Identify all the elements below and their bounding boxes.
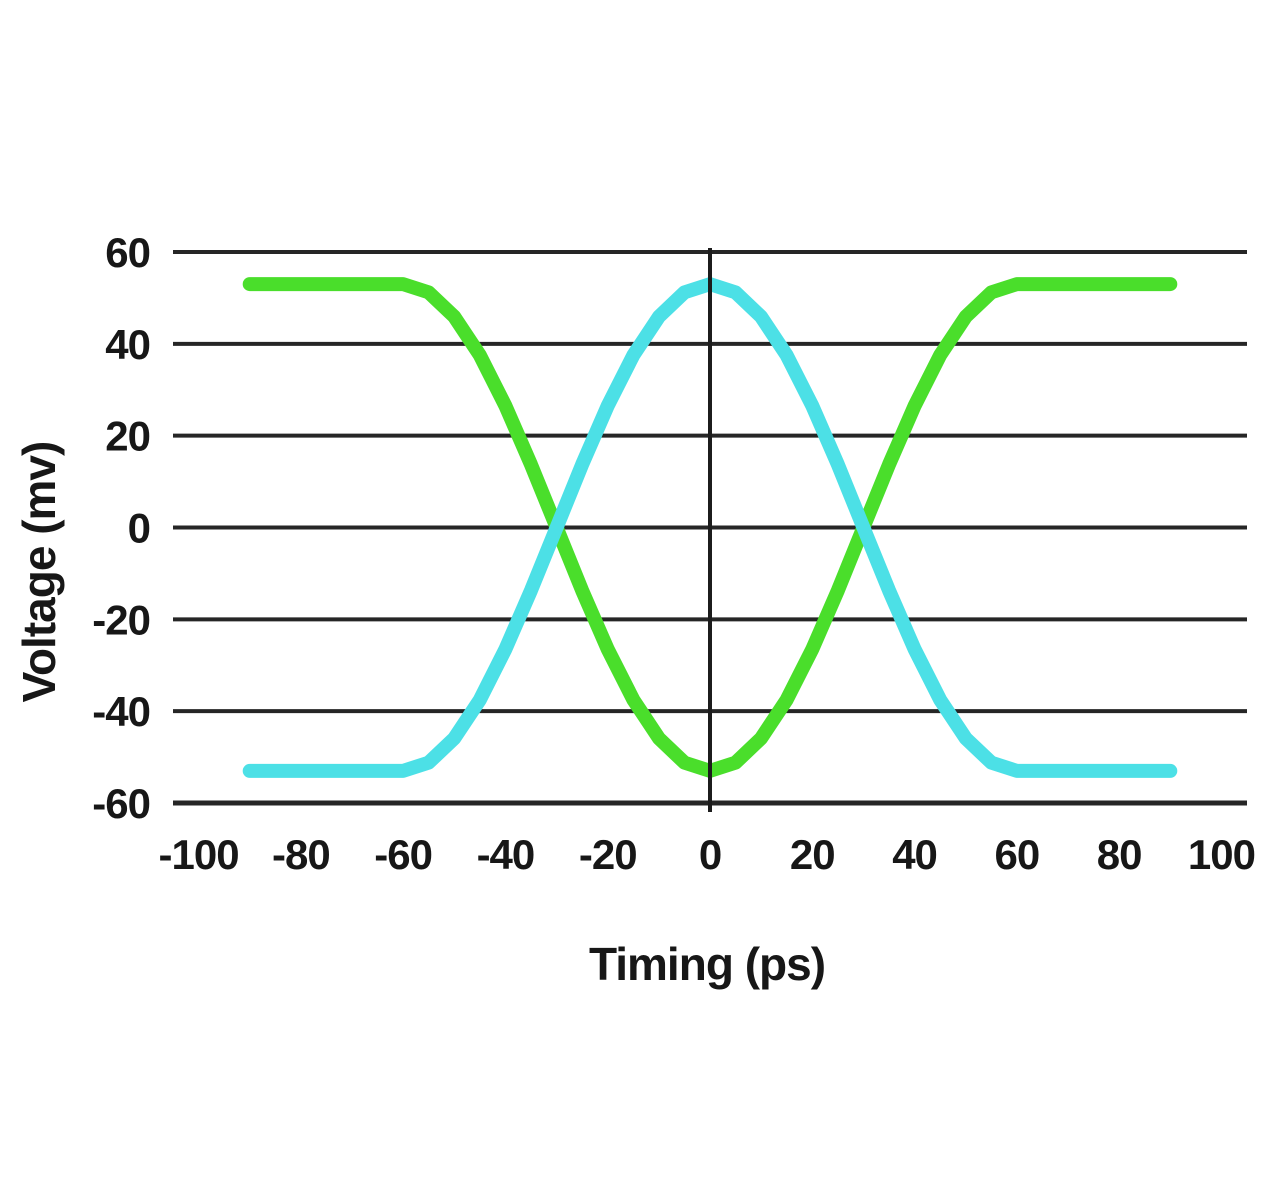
x-tick-label: -80 bbox=[272, 831, 330, 878]
x-tick-label: -100 bbox=[159, 831, 239, 878]
y-tick-label: -60 bbox=[92, 780, 150, 827]
x-tick-label: 80 bbox=[1097, 831, 1142, 878]
x-tick-label: 0 bbox=[699, 831, 721, 878]
y-tick-label: 20 bbox=[105, 413, 150, 460]
x-tick-label: -60 bbox=[374, 831, 432, 878]
y-axis-title: Voltage (mv) bbox=[13, 442, 65, 703]
x-tick-label: 60 bbox=[994, 831, 1039, 878]
x-tick-label: 100 bbox=[1188, 831, 1255, 878]
y-tick-label: -40 bbox=[92, 688, 150, 735]
y-tick-label: 40 bbox=[105, 321, 150, 368]
x-tick-label: -20 bbox=[579, 831, 637, 878]
x-axis-title: Timing (ps) bbox=[589, 938, 825, 990]
x-tick-label: -40 bbox=[477, 831, 535, 878]
y-tick-label: 60 bbox=[105, 229, 150, 276]
chart-generated: -100 -80 -60 -40 -20 0 20 40 60 80 100 60 40 20 0 -20 -4… bbox=[92, 229, 1256, 878]
y-tick-label: 0 bbox=[128, 505, 150, 552]
y-tick-label: -20 bbox=[92, 596, 150, 643]
x-tick-label: 40 bbox=[892, 831, 937, 878]
x-tick-label: 20 bbox=[790, 831, 835, 878]
